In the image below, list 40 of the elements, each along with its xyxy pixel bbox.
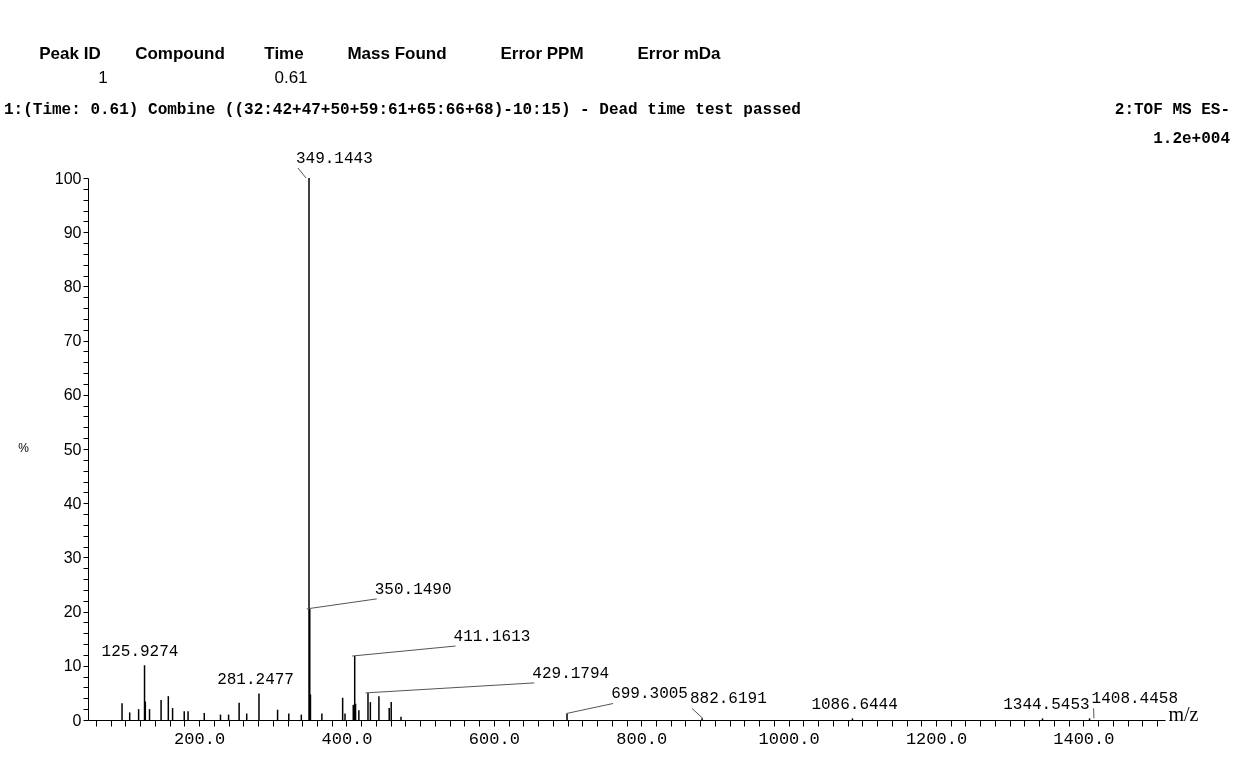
y-tick-label: 30: [63, 548, 82, 566]
annotation: 882.6191: [689, 690, 767, 709]
y-tick-label: 80: [63, 277, 82, 295]
x-tick-label: 1400.0: [1053, 729, 1115, 749]
text: Error PPM: [500, 44, 584, 63]
y-tick-label: 100: [54, 169, 82, 187]
text: Time: [264, 44, 304, 63]
text: Error mDa: [637, 44, 722, 63]
text: 1: [98, 68, 108, 87]
annotation: 350.1490: [374, 580, 452, 599]
x-tick-label: 200.0: [174, 729, 226, 749]
text: Peak ID: [39, 44, 101, 63]
text: 0.61: [274, 68, 308, 87]
chart-title: 1:(Time: 0.61) Combine ((32:42+47+50+59:61+65:66+68)-10:15) - Dead time test passed: [4, 101, 801, 119]
y-tick-label: 90: [63, 223, 82, 241]
y-tick-label: 40: [63, 494, 82, 512]
y-tick-label: 10: [63, 657, 82, 675]
x-tick-label: 1000.0: [758, 729, 820, 749]
annotation: 699.3005: [611, 685, 688, 704]
text: Mass Found: [347, 44, 447, 63]
text: Compound: [135, 44, 225, 63]
y-tick-label: 0: [72, 711, 82, 729]
text: 1.2e+004: [1153, 130, 1231, 148]
annotation: 1086.6444: [811, 696, 898, 715]
text: 2:TOF MS ES-: [1114, 101, 1230, 119]
x-tick-label: 400.0: [321, 729, 373, 749]
y-tick-label: 20: [63, 603, 82, 621]
y-axis-title: %: [18, 440, 30, 455]
annotation: 125.9274: [101, 643, 179, 662]
x-tick-label: 1200.0: [905, 729, 968, 749]
x-tick-label: 600.0: [468, 729, 520, 749]
y-tick-label: 60: [63, 386, 82, 404]
annotation: 1344.5453: [1003, 696, 1090, 715]
annotation: 349.1443: [295, 150, 373, 168]
y-tick-label: 70: [63, 332, 82, 350]
x-tick-label: 800.0: [616, 729, 668, 749]
annotation: 429.1794: [532, 664, 610, 683]
annotation: 411.1613: [453, 628, 531, 647]
annotation: 281.2477: [217, 671, 294, 690]
y-tick-label: 50: [63, 440, 82, 458]
